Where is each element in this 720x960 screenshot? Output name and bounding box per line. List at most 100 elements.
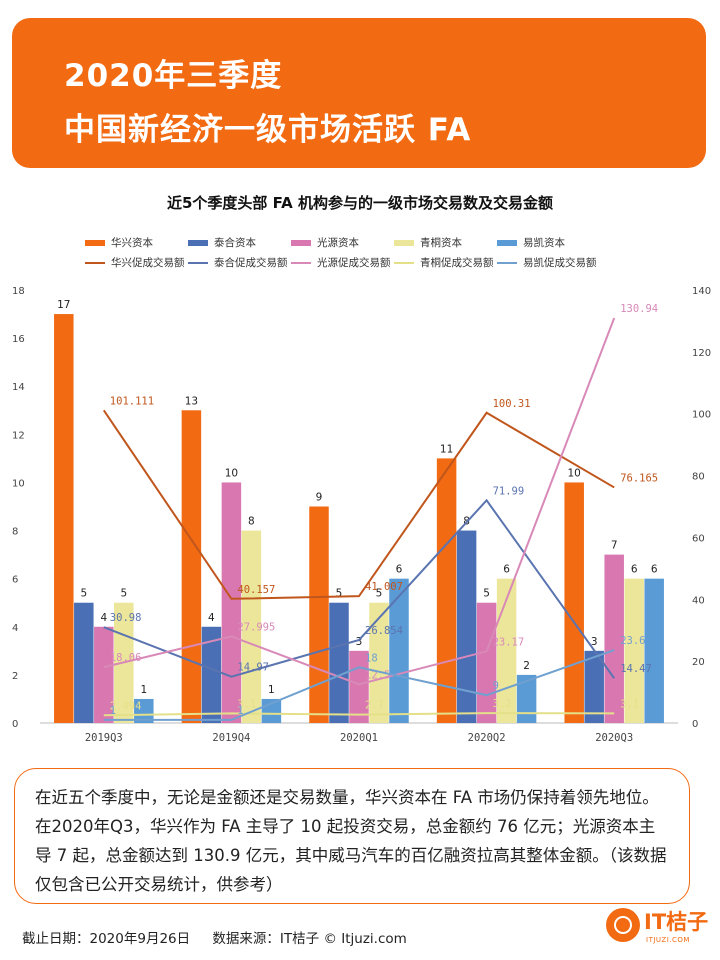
y-right-tick-label: 60 bbox=[692, 533, 705, 544]
bar-value-label: 1 bbox=[268, 684, 275, 696]
line-value-label: 14.97 bbox=[237, 662, 269, 674]
bar bbox=[134, 698, 154, 723]
line-value-label: 30.98 bbox=[110, 612, 142, 624]
bar bbox=[624, 578, 644, 723]
bar bbox=[516, 674, 537, 723]
y-right-tick-label: 20 bbox=[692, 657, 705, 668]
line-value-label: 23.17 bbox=[493, 636, 525, 648]
x-tick-label: 2019Q3 bbox=[85, 732, 123, 744]
line-value-label: 9 bbox=[493, 680, 499, 692]
legend-label: 光源资本 bbox=[317, 236, 359, 249]
line-value-label: 71.99 bbox=[493, 485, 525, 497]
line-value-label: 41.007 bbox=[365, 581, 403, 593]
bar bbox=[74, 602, 94, 723]
bar bbox=[309, 506, 329, 723]
y-right-tick-label: 40 bbox=[692, 595, 705, 606]
bar-value-label: 3 bbox=[591, 636, 598, 648]
bar-value-label: 17 bbox=[57, 299, 70, 311]
bar bbox=[54, 314, 74, 723]
bar-value-label: 7 bbox=[611, 540, 618, 552]
line-value-label: 101.111 bbox=[110, 395, 154, 407]
page-title-line1: 2020年三季度 bbox=[64, 58, 283, 94]
bar bbox=[604, 554, 624, 723]
legend-label: 华兴促成交易额 bbox=[111, 256, 185, 269]
chart-title: 近5个季度头部 FA 机构参与的一级市场交易数及交易金额 bbox=[166, 194, 554, 212]
legend-label: 青桐促成交易额 bbox=[420, 256, 494, 269]
x-tick-label: 2020Q1 bbox=[340, 732, 378, 744]
line-value-label: 23.6 bbox=[620, 635, 645, 647]
y-right-tick-label: 120 bbox=[692, 348, 711, 359]
bar-value-label: 6 bbox=[651, 564, 658, 576]
y-left-tick-label: 18 bbox=[12, 286, 25, 297]
line-value-label: 40.157 bbox=[237, 584, 275, 596]
line-value-label: 14.47 bbox=[620, 663, 652, 675]
summary-text: 在近五个季度中，无论是金额还是交易数量，华兴资本在 FA 市场仍保持着领先地位。… bbox=[35, 788, 667, 894]
bar-value-label: 8 bbox=[248, 516, 255, 528]
line-value-label: 100.31 bbox=[493, 398, 531, 410]
line-value-label: 3.1 bbox=[620, 698, 639, 710]
bar-value-label: 5 bbox=[336, 588, 343, 600]
y-right-tick-label: 100 bbox=[692, 410, 711, 421]
bar-value-label: 5 bbox=[483, 588, 490, 600]
x-tick-label: 2020Q2 bbox=[468, 732, 506, 744]
bar-value-label: 6 bbox=[396, 564, 403, 576]
bar-value-label: 11 bbox=[440, 443, 453, 455]
legend-label: 华兴资本 bbox=[111, 236, 153, 249]
y-left-tick-label: 0 bbox=[12, 719, 18, 730]
bar bbox=[369, 602, 389, 723]
bar-value-label: 4 bbox=[208, 612, 215, 624]
itjuzi-logo: IT桔子 ITJUZI.COM bbox=[606, 906, 716, 956]
bar bbox=[241, 530, 262, 723]
line-value-label: 27.995 bbox=[237, 621, 275, 633]
footer-date: 截止日期：2020年9月26日 bbox=[22, 931, 191, 947]
bar-value-label: 10 bbox=[225, 467, 238, 479]
bar-value-label: 4 bbox=[100, 612, 107, 624]
line-value-label: 76.165 bbox=[620, 472, 658, 484]
legend-swatch bbox=[188, 240, 208, 246]
line-value-label: 3.1 bbox=[237, 698, 256, 710]
y-right-tick-label: 0 bbox=[692, 719, 698, 730]
bar-value-label: 6 bbox=[631, 564, 638, 576]
y-right-tick-label: 140 bbox=[692, 286, 711, 297]
bar-value-label: 13 bbox=[185, 395, 198, 407]
bar-value-label: 6 bbox=[503, 564, 510, 576]
y-left-tick-label: 2 bbox=[12, 671, 18, 682]
bar bbox=[389, 578, 409, 723]
line-value-label: 18 bbox=[365, 652, 378, 664]
bar bbox=[201, 626, 222, 723]
bar bbox=[456, 530, 477, 723]
line-value-label: 1 bbox=[110, 705, 116, 717]
legend-swatch bbox=[394, 240, 414, 246]
bar-value-label: 3 bbox=[356, 636, 363, 648]
legend-label: 泰合资本 bbox=[214, 236, 256, 249]
line-value-label: 1 bbox=[237, 705, 243, 717]
bar bbox=[644, 578, 664, 723]
summary-box: 在近五个季度中，无论是金额还是交易数量，华兴资本在 FA 市场仍保持着领先地位。… bbox=[14, 768, 690, 904]
bar-value-label: 2 bbox=[523, 660, 530, 672]
logo-name: IT桔子 bbox=[644, 910, 709, 934]
logo-sub: ITJUZI.COM bbox=[646, 936, 690, 944]
y-left-tick-label: 14 bbox=[12, 382, 25, 393]
title-banner: 2020年三季度 中国新经济一级市场活跃 FA bbox=[12, 18, 706, 168]
legend-label: 易凯资本 bbox=[523, 236, 565, 249]
bar bbox=[436, 458, 457, 723]
x-tick-label: 2020Q3 bbox=[595, 732, 633, 744]
y-left-tick-label: 16 bbox=[12, 334, 25, 345]
y-left-tick-label: 12 bbox=[12, 430, 25, 441]
line-value-label: 18.06 bbox=[110, 652, 142, 664]
legend-label: 易凯促成交易额 bbox=[523, 256, 597, 269]
legend-swatch bbox=[85, 240, 105, 246]
legend-label: 泰合促成交易额 bbox=[214, 256, 288, 269]
bar bbox=[94, 626, 114, 723]
footer: 截止日期：2020年9月26日 数据来源：IT桔子 © Itjuzi.com bbox=[22, 927, 425, 947]
line-value-label: 26.854 bbox=[365, 625, 403, 637]
line-value-label: 3.2 bbox=[493, 698, 512, 710]
legend-swatch bbox=[291, 240, 311, 246]
y-left-tick-label: 4 bbox=[12, 623, 18, 634]
y-left-tick-label: 10 bbox=[12, 478, 25, 489]
bar-value-label: 10 bbox=[568, 467, 581, 479]
line-value-label: 2.494 bbox=[110, 700, 142, 712]
page-title-line2: 中国新经济一级市场活跃 FA bbox=[64, 112, 472, 148]
bar-value-label: 5 bbox=[120, 588, 127, 600]
